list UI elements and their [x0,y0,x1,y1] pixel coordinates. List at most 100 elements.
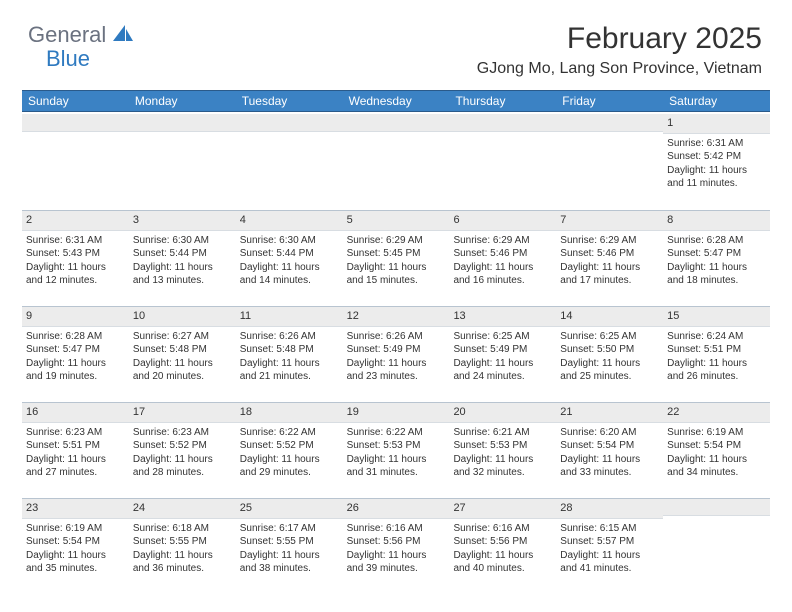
day-number: 23 [22,498,129,519]
day-number: 9 [22,306,129,327]
calendar-day: 16Sunrise: 6:23 AMSunset: 5:51 PMDayligh… [22,400,129,496]
day-detail: Daylight: 11 hours [26,453,125,467]
calendar-day: 2Sunrise: 6:31 AMSunset: 5:43 PMDaylight… [22,208,129,304]
day-detail: Sunrise: 6:30 AM [133,234,232,248]
calendar-day: 14Sunrise: 6:25 AMSunset: 5:50 PMDayligh… [556,304,663,400]
day-detail: Sunset: 5:55 PM [133,535,232,549]
day-detail: Sunrise: 6:16 AM [347,522,446,536]
day-number: 15 [663,306,770,327]
calendar-day: 21 Sunrise: 6:20 AMSunset: 5:54 PMDayligh… [556,400,663,496]
day-detail: Sunset: 5:51 PM [667,343,766,357]
day-detail: and 28 minutes. [133,466,232,480]
day-detail: Sunset: 5:56 PM [347,535,446,549]
day-detail: and 24 minutes. [453,370,552,384]
day-number-empty [663,498,770,516]
day-number: 21 [556,402,663,423]
calendar-day: 20Sunrise: 6:21 AMSunset: 5:53 PMDayligh… [449,400,556,496]
day-detail: Sunrise: 6:18 AM [133,522,232,536]
day-number: 8 [663,210,770,231]
day-detail: Daylight: 11 hours [26,549,125,563]
day-number: 11 [236,306,343,327]
weekday-fri: Friday [556,94,663,108]
calendar-day [556,112,663,208]
calendar-week: 1Sunrise: 6:31 AMSunset: 5:42 PMDaylight… [22,112,770,208]
day-detail: and 41 minutes. [560,562,659,576]
day-number: 16 [22,402,129,423]
day-detail: and 39 minutes. [347,562,446,576]
day-detail: Sunset: 5:54 PM [26,535,125,549]
day-detail: and 13 minutes. [133,274,232,288]
calendar-day: 23Sunrise: 6:19 AMSunset: 5:54 PMDayligh… [22,496,129,592]
day-detail: Sunrise: 6:24 AM [667,330,766,344]
day-number: 6 [449,210,556,231]
day-detail: Sunset: 5:47 PM [26,343,125,357]
day-detail: and 14 minutes. [240,274,339,288]
day-number: 14 [556,306,663,327]
day-detail: Sunrise: 6:15 AM [560,522,659,536]
day-detail: and 25 minutes. [560,370,659,384]
day-number: 19 [343,402,450,423]
day-detail: and 32 minutes. [453,466,552,480]
brand-part1: General [28,22,106,48]
calendar-day: 8Sunrise: 6:28 AMSunset: 5:47 PMDaylight… [663,208,770,304]
day-detail: Daylight: 11 hours [133,261,232,275]
day-detail: Sunrise: 6:22 AM [347,426,446,440]
day-detail: Daylight: 11 hours [453,453,552,467]
day-detail: Sunset: 5:44 PM [133,247,232,261]
calendar-day: 6Sunrise: 6:29 AMSunset: 5:46 PMDaylight… [449,208,556,304]
day-detail: Daylight: 11 hours [240,261,339,275]
day-detail: Daylight: 11 hours [560,357,659,371]
day-detail: Sunset: 5:43 PM [26,247,125,261]
day-detail: Daylight: 11 hours [667,164,766,178]
calendar-day: 19Sunrise: 6:22 AMSunset: 5:53 PMDayligh… [343,400,450,496]
calendar-day [343,112,450,208]
day-detail: Daylight: 11 hours [133,453,232,467]
day-number: 12 [343,306,450,327]
calendar-day: 15 Sunrise: 6:24 AMSunset: 5:51 PMDayligh… [663,304,770,400]
calendar-day: 13Sunrise: 6:25 AMSunset: 5:49 PMDayligh… [449,304,556,400]
day-detail: Sunset: 5:48 PM [240,343,339,357]
weekday-mon: Monday [129,94,236,108]
day-number: 4 [236,210,343,231]
day-detail: Daylight: 11 hours [667,357,766,371]
day-number: 27 [449,498,556,519]
calendar-day: 24Sunrise: 6:18 AMSunset: 5:55 PMDayligh… [129,496,236,592]
day-number-empty [343,114,450,132]
day-detail: Sunset: 5:52 PM [133,439,232,453]
day-detail: Sunrise: 6:30 AM [240,234,339,248]
day-detail: Sunrise: 6:26 AM [240,330,339,344]
day-detail: Daylight: 11 hours [26,357,125,371]
day-detail: and 15 minutes. [347,274,446,288]
calendar-week: 16Sunrise: 6:23 AMSunset: 5:51 PMDayligh… [22,400,770,496]
day-detail: Sunset: 5:54 PM [667,439,766,453]
day-detail: Sunrise: 6:28 AM [26,330,125,344]
day-detail: and 40 minutes. [453,562,552,576]
day-detail: Daylight: 11 hours [240,549,339,563]
day-number: 25 [236,498,343,519]
brand-part2: Blue [46,46,90,72]
day-detail: Sunrise: 6:23 AM [26,426,125,440]
day-detail: and 26 minutes. [667,370,766,384]
day-detail: Sunset: 5:44 PM [240,247,339,261]
day-detail: Sunrise: 6:29 AM [453,234,552,248]
weeks-container: 1Sunrise: 6:31 AMSunset: 5:42 PMDaylight… [22,112,770,592]
day-number: 22 [663,402,770,423]
day-detail: Daylight: 11 hours [560,549,659,563]
calendar-day: 18Sunrise: 6:22 AMSunset: 5:52 PMDayligh… [236,400,343,496]
day-detail: Sunrise: 6:16 AM [453,522,552,536]
day-detail: Sunrise: 6:20 AM [560,426,659,440]
day-detail: and 16 minutes. [453,274,552,288]
day-detail: Daylight: 11 hours [26,261,125,275]
day-detail: Daylight: 11 hours [560,453,659,467]
day-number-empty [129,114,236,132]
calendar-day: 28Sunrise: 6:15 AMSunset: 5:57 PMDayligh… [556,496,663,592]
sail-icon [111,23,135,48]
day-detail: Sunset: 5:54 PM [560,439,659,453]
day-detail: Daylight: 11 hours [240,357,339,371]
day-detail: Sunrise: 6:25 AM [560,330,659,344]
weekday-header: Sunday Monday Tuesday Wednesday Thursday… [22,90,770,112]
calendar-day: 17Sunrise: 6:23 AMSunset: 5:52 PMDayligh… [129,400,236,496]
day-number: 1 [663,114,770,134]
day-detail: Sunrise: 6:17 AM [240,522,339,536]
calendar-day: 1Sunrise: 6:31 AMSunset: 5:42 PMDaylight… [663,112,770,208]
